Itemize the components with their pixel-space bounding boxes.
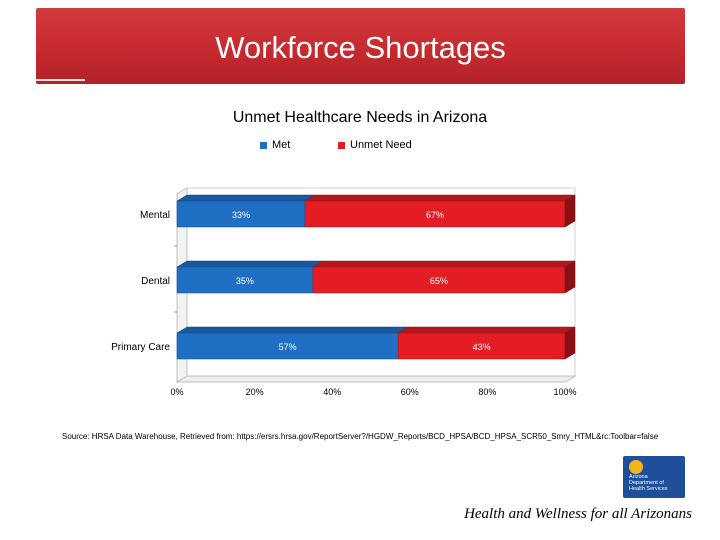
bar-top-face [176,260,324,268]
category-label: Mental [140,210,170,221]
data-label: 33% [232,210,250,220]
bar-top-face [304,194,576,202]
legend-label-met: Met [272,139,291,151]
bar-top-face [397,326,576,334]
bar-side-face [564,194,576,228]
bar-side-face [564,260,576,294]
x-tick-label: 80% [478,387,496,397]
chart-legend: Met Unmet Need [0,139,720,155]
legend-item-met: Met [260,139,290,151]
category-label: Dental [141,276,170,287]
logo-text: Arizona Department of Health Services [629,474,668,492]
data-label: 43% [473,342,491,352]
title-banner: Workforce Shortages [36,8,685,84]
slide-title: Workforce Shortages [215,30,506,65]
x-tick-label: 0% [170,387,183,397]
bar-unmet-need-primary-care [397,332,566,360]
bar-top-face [176,194,316,202]
legend-swatch-met [260,141,267,149]
legend-item-unmet: Unmet Need [338,139,412,151]
bar-top-face [311,260,576,268]
chart-floor [175,375,577,383]
data-label: 65% [430,276,448,286]
x-tick-label: 60% [401,387,419,397]
bar-met-primary-care [176,332,399,360]
bar-side-face [564,326,576,360]
data-label: 57% [279,342,297,352]
adhs-logo: Arizona Department of Health Services [623,456,685,498]
legend-swatch-unmet [338,141,345,149]
legend-label-unmet: Unmet Need [350,139,412,151]
data-label: 67% [426,210,444,220]
bar-unmet-need-dental [312,266,566,294]
sun-icon [629,460,643,474]
data-label: 35% [236,276,254,286]
bar-top-face [176,326,410,334]
source-citation: Source: HRSA Data Warehouse, Retrieved f… [62,432,659,441]
chart-title: Unmet Healthcare Needs in Arizona [232,109,488,126]
bar-met-dental [176,266,314,294]
x-tick-label: 20% [246,387,264,397]
bar-unmet-need-mental [304,200,566,228]
x-tick-label: 40% [323,387,341,397]
banner-accent-line [36,79,85,81]
x-tick-label: 100% [553,387,576,397]
footer-tagline: Health and Wellness for all Arizonans [464,506,692,522]
category-label: Primary Care [111,342,170,353]
